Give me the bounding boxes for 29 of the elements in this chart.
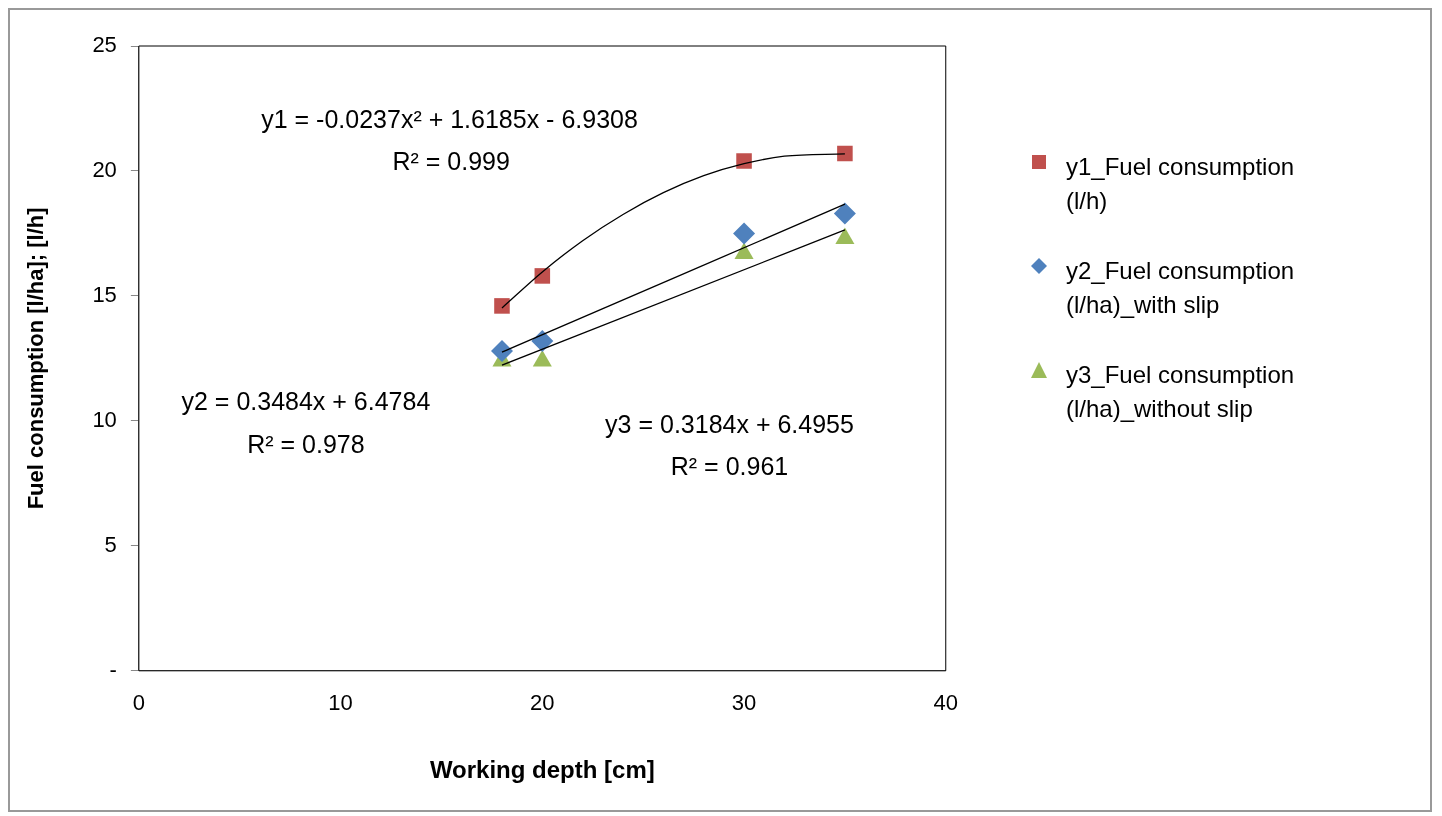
x-tick-label: 40: [933, 690, 959, 716]
y-tick-label: 15: [92, 281, 117, 307]
point: [837, 145, 853, 162]
annotation: y2 = 0.3484x + 6.4784: [181, 387, 431, 416]
y-tick-label: 10: [92, 406, 117, 432]
x-tick-label: 30: [731, 690, 757, 716]
y-tick-label: -: [109, 656, 117, 682]
x-axis-title: Working depth [cm]: [429, 756, 655, 784]
y-tick-label: 5: [104, 531, 117, 557]
annotation: R² = 0.961: [670, 452, 789, 481]
x-tick-label: 0: [132, 690, 145, 716]
legend-label: y2_Fuel consumption (l/ha)_with slip: [1066, 256, 1296, 320]
y-axis-title: Fuel consumption [l/ha]; [l/h]: [23, 207, 49, 510]
y-tick-label: 25: [92, 32, 117, 58]
x-tick-label: 10: [328, 690, 353, 716]
point: [833, 202, 856, 225]
point: [534, 268, 551, 284]
legend-label: y1_Fuel consumption (l/h): [1066, 152, 1296, 216]
annotation: y1 = -0.0237x² + 1.6185x - 6.9308: [261, 104, 638, 133]
point: [733, 222, 756, 245]
point: [736, 153, 752, 169]
annotation: R² = 0.999: [392, 147, 510, 176]
point: [494, 298, 510, 314]
annotation: R² = 0.978: [247, 429, 365, 458]
legend-label: y3_Fuel consumption (l/ha)_without slip: [1066, 360, 1296, 424]
x-tick-label: 20: [530, 690, 555, 716]
annotation: y3 = 0.3184x + 6.4955: [605, 409, 854, 438]
point: [490, 339, 513, 362]
y-tick-label: 20: [92, 157, 117, 183]
